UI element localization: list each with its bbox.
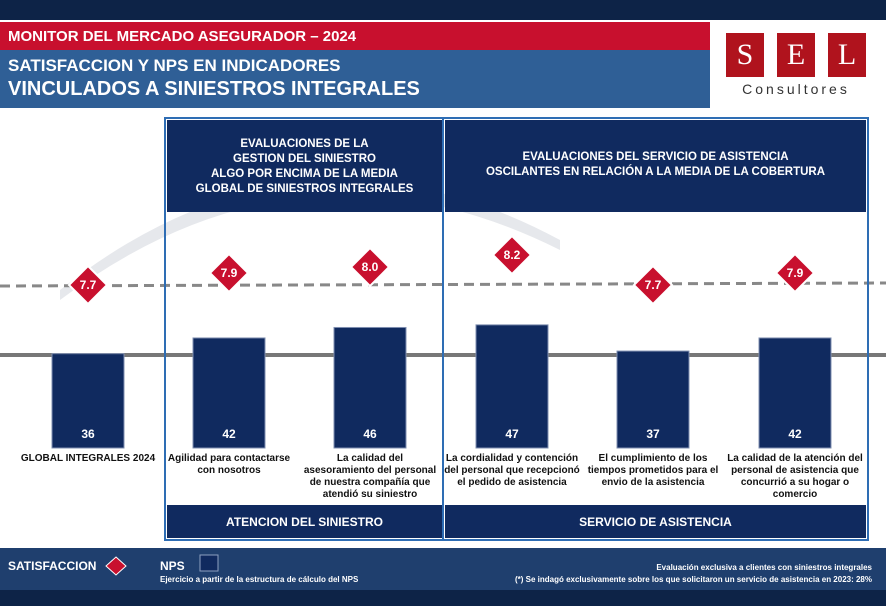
satisfaction-marker (774, 252, 816, 294)
average-line (0, 281, 886, 288)
panel-footer (445, 505, 866, 538)
satisfaction-marker (208, 252, 250, 294)
nps-bar (333, 326, 407, 449)
panel-footer (167, 505, 442, 538)
satisfaction-marker (349, 246, 391, 288)
category-label: GLOBAL INTEGRALES 2024 (20, 453, 156, 464)
panel-frame (442, 117, 869, 541)
logo-letter: S (737, 38, 754, 71)
title: MONITOR DEL MERCADO ASEGURADOR – 2024 (8, 28, 357, 45)
subtitle: SATISFACCION Y NPS EN INDICADORES (8, 56, 341, 75)
subtitle: VINCULADOS A SINIESTROS INTEGRALES (8, 78, 420, 100)
nps-label: 42 (222, 427, 236, 441)
footer-band (0, 548, 886, 590)
satisfaction-marker (632, 264, 674, 306)
satisfaction-label: 8.0 (362, 260, 379, 274)
logo-box (828, 33, 866, 77)
nps-bar (616, 350, 690, 449)
nps-label: 37 (646, 427, 660, 441)
satisfaction-label: 7.7 (80, 278, 97, 292)
title-band (0, 22, 710, 50)
category-label: La calidad de la atención del personal d… (727, 453, 863, 500)
nps-bar (758, 337, 832, 449)
panel-label: ATENCION DEL SINIESTRO (226, 515, 383, 529)
satisfaction-label: 7.7 (645, 278, 662, 292)
panel-header (167, 120, 442, 212)
legend-marker (199, 554, 219, 572)
satisfaction-label: 8.2 (504, 248, 521, 262)
footer-note: Ejercicio a partir de la estructura de c… (160, 575, 359, 584)
category-label: La cordialidad y contención del personal… (444, 453, 580, 488)
panel-title: EVALUACIONES DE LA GESTION DEL SINIESTRO… (195, 138, 414, 195)
category-label: La calidad del asesoramiento del persona… (303, 453, 437, 500)
satisfaction-marker (67, 264, 109, 306)
top-band (0, 0, 886, 20)
logo-text: Consultores (742, 81, 850, 97)
category-label: El cumplimiento de los tiempos prometido… (587, 453, 719, 488)
satisfaction-label: 7.9 (787, 266, 804, 280)
satisfaction-label: 7.9 (221, 266, 238, 280)
nps-label: 42 (788, 427, 802, 441)
nps-bar (192, 337, 266, 449)
bottom-band (0, 590, 886, 606)
logo-box (726, 33, 764, 77)
legend-label: SATISFACCION (8, 559, 97, 573)
nps-label: 47 (505, 427, 519, 441)
nps-label: 36 (81, 427, 95, 441)
logo-box (777, 33, 815, 77)
logo-letter: E (787, 38, 805, 71)
category-label: Agilidad para contactarse con nosotros (167, 453, 291, 476)
panel-title: EVALUACIONES DEL SERVICIO DE ASISTENCIA … (485, 151, 826, 178)
subtitle-band (0, 50, 710, 108)
nps-bar (475, 324, 549, 449)
panel-header (445, 120, 866, 212)
satisfaction-marker (491, 234, 533, 276)
footer-note: (*) Se indagó exclusivamente sobre los q… (514, 575, 872, 584)
legend-label: NPS (160, 559, 185, 573)
nps-label: 46 (363, 427, 377, 441)
footer-note: Evaluación exclusiva a clientes con sini… (656, 563, 872, 572)
nps-bar (51, 353, 125, 449)
logo-letter: L (838, 38, 856, 71)
panel-label: SERVICIO DE ASISTENCIA (579, 515, 732, 529)
legend-marker (105, 556, 127, 576)
